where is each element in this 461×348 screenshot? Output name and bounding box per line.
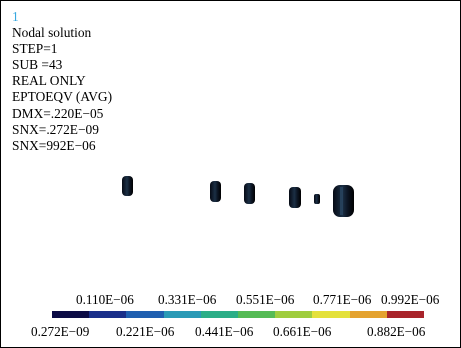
window-number: 1 [12,9,19,24]
legend-label: 0.272E−09 [31,324,90,339]
info-line-dmx: DMX=.220E−05 [12,105,104,121]
contour-legend-bar [52,311,425,318]
info-line-step: STEP=1 [12,41,58,57]
info-line-sub: SUB =43 [12,57,63,73]
legend-label: 0.771E−06 [313,292,372,307]
legend-label: 0.441E−06 [195,324,254,339]
legend-color-band [312,311,350,318]
legend-color-band [200,311,239,318]
legend-color-band [349,311,387,318]
legend-color-band [52,311,90,318]
legend-labels-bottom: 0.272E−09 0.221E−06 0.441E−06 0.661E−06 … [1,324,460,340]
info-line-title: Nodal solution [12,25,92,41]
legend-label: 0.110E−06 [76,292,134,307]
legend-color-band [386,311,425,318]
info-line-smx: SNX=992E−06 [12,137,96,153]
legend-label: 0.661E−06 [273,324,332,339]
info-line-real-only: REAL ONLY [12,73,86,89]
legend-color-band [126,311,164,318]
model-element-2 [210,181,221,202]
legend-color-band [163,311,201,318]
legend-color-band [89,311,127,318]
legend-color-band [275,311,313,318]
model-element-1 [122,176,133,196]
model-element-4 [289,187,301,208]
legend-label: 0.221E−06 [116,324,175,339]
legend-color-band [238,311,276,318]
legend-label: 0.992E−06 [381,292,440,307]
legend-label: 0.551E−06 [236,292,295,307]
solution-info-panel: 1 Nodal solution STEP=1 SUB =43 REAL ONL… [12,9,112,154]
info-line-smn: SNX=.272E−09 [12,121,99,137]
model-element-3 [244,183,255,204]
model-element-5 [314,194,320,204]
legend-label: 0.882E−06 [367,324,426,339]
legend-label: 0.331E−06 [158,292,217,307]
model-element-6 [333,185,354,217]
info-line-result-item: EPTOEQV (AVG) [12,89,113,105]
legend-labels-top: 0.110E−06 0.331E−06 0.551E−06 0.771E−06 … [1,292,460,308]
